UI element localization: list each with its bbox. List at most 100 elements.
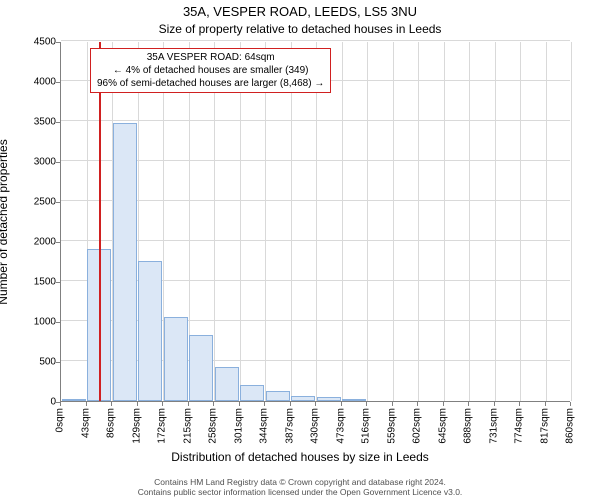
- annotation-callout: 35A VESPER ROAD: 64sqm ← 4% of detached …: [90, 48, 331, 93]
- y-tick-label: 2500: [16, 197, 56, 208]
- x-tick-label: 645sqm: [437, 408, 448, 444]
- gridline-vertical: [342, 42, 343, 401]
- y-tick-label: 1500: [16, 277, 56, 288]
- x-tick-mark: [494, 402, 495, 406]
- license-footer: Contains HM Land Registry data © Crown c…: [0, 477, 600, 497]
- x-tick-mark: [188, 402, 189, 406]
- gridline-vertical: [367, 42, 368, 401]
- x-tick-mark: [468, 402, 469, 406]
- x-tick-label: 688sqm: [463, 408, 474, 444]
- x-tick-label: 86sqm: [106, 408, 117, 438]
- x-tick-label: 516sqm: [361, 408, 372, 444]
- x-tick-label: 430sqm: [310, 408, 321, 444]
- x-tick-label: 774sqm: [514, 408, 525, 444]
- gridline-vertical: [520, 42, 521, 401]
- x-tick-label: 258sqm: [208, 408, 219, 444]
- y-tick-label: 0: [16, 397, 56, 408]
- histogram-bar: [291, 396, 315, 401]
- histogram-bar: [266, 391, 290, 401]
- histogram-figure: 35A, VESPER ROAD, LEEDS, LS5 3NU Size of…: [0, 0, 600, 500]
- gridline-vertical: [571, 42, 572, 401]
- histogram-bar: [113, 123, 137, 401]
- property-marker-line: [99, 42, 101, 401]
- x-tick-label: 817sqm: [539, 408, 550, 444]
- y-tick-mark: [56, 162, 60, 163]
- x-tick-label: 215sqm: [182, 408, 193, 444]
- gridline-vertical: [444, 42, 445, 401]
- histogram-bar: [138, 261, 162, 401]
- x-axis-label: Distribution of detached houses by size …: [0, 450, 600, 464]
- y-tick-label: 3500: [16, 117, 56, 128]
- chart-title-main: 35A, VESPER ROAD, LEEDS, LS5 3NU: [0, 4, 600, 19]
- x-tick-mark: [162, 402, 163, 406]
- gridline-vertical: [495, 42, 496, 401]
- x-tick-label: 473sqm: [335, 408, 346, 444]
- histogram-bar: [189, 335, 213, 401]
- y-tick-mark: [56, 202, 60, 203]
- x-tick-label: 129sqm: [131, 408, 142, 444]
- x-tick-label: 559sqm: [386, 408, 397, 444]
- histogram-bar: [342, 399, 366, 401]
- y-tick-mark: [56, 322, 60, 323]
- gridline-vertical: [469, 42, 470, 401]
- gridline-vertical: [546, 42, 547, 401]
- gridline-vertical: [316, 42, 317, 401]
- histogram-bar: [240, 385, 264, 401]
- y-axis-label: Number of detached properties: [0, 139, 10, 304]
- y-tick-mark: [56, 122, 60, 123]
- x-tick-label: 0sqm: [55, 408, 66, 432]
- x-tick-label: 344sqm: [259, 408, 270, 444]
- x-tick-mark: [137, 402, 138, 406]
- histogram-bar: [317, 397, 341, 401]
- footer-line-1: Contains HM Land Registry data © Crown c…: [0, 477, 600, 487]
- x-tick-label: 172sqm: [157, 408, 168, 444]
- x-tick-mark: [239, 402, 240, 406]
- annotation-line-2: ← 4% of detached houses are smaller (349…: [97, 64, 324, 77]
- x-tick-label: 731sqm: [488, 408, 499, 444]
- x-tick-mark: [341, 402, 342, 406]
- annotation-line-3: 96% of semi-detached houses are larger (…: [97, 77, 324, 90]
- gridline-vertical: [393, 42, 394, 401]
- y-tick-label: 4500: [16, 37, 56, 48]
- x-tick-mark: [443, 402, 444, 406]
- x-tick-mark: [111, 402, 112, 406]
- x-tick-mark: [545, 402, 546, 406]
- histogram-bar: [215, 367, 239, 401]
- y-tick-label: 4000: [16, 77, 56, 88]
- y-tick-mark: [56, 42, 60, 43]
- annotation-line-1: 35A VESPER ROAD: 64sqm: [97, 51, 324, 64]
- x-tick-mark: [60, 402, 61, 406]
- gridline-horizontal: [61, 40, 570, 41]
- gridline-vertical: [418, 42, 419, 401]
- x-tick-mark: [366, 402, 367, 406]
- x-tick-mark: [315, 402, 316, 406]
- gridline-vertical: [265, 42, 266, 401]
- x-tick-label: 860sqm: [565, 408, 576, 444]
- x-tick-mark: [264, 402, 265, 406]
- y-tick-label: 1000: [16, 317, 56, 328]
- footer-line-2: Contains public sector information licen…: [0, 487, 600, 497]
- x-tick-mark: [417, 402, 418, 406]
- plot-area: [60, 42, 570, 402]
- y-tick-mark: [56, 282, 60, 283]
- histogram-bar: [164, 317, 188, 401]
- x-tick-mark: [392, 402, 393, 406]
- chart-title-sub: Size of property relative to detached ho…: [0, 22, 600, 36]
- x-tick-mark: [290, 402, 291, 406]
- y-tick-label: 500: [16, 357, 56, 368]
- gridline-vertical: [240, 42, 241, 401]
- y-tick-label: 3000: [16, 157, 56, 168]
- x-tick-mark: [570, 402, 571, 406]
- gridline-vertical: [214, 42, 215, 401]
- x-tick-mark: [86, 402, 87, 406]
- x-tick-mark: [213, 402, 214, 406]
- x-tick-label: 43sqm: [80, 408, 91, 438]
- y-tick-mark: [56, 242, 60, 243]
- y-tick-mark: [56, 82, 60, 83]
- histogram-bar: [62, 399, 86, 401]
- gridline-vertical: [291, 42, 292, 401]
- x-tick-label: 301sqm: [233, 408, 244, 444]
- x-tick-mark: [519, 402, 520, 406]
- y-tick-mark: [56, 362, 60, 363]
- y-tick-label: 2000: [16, 237, 56, 248]
